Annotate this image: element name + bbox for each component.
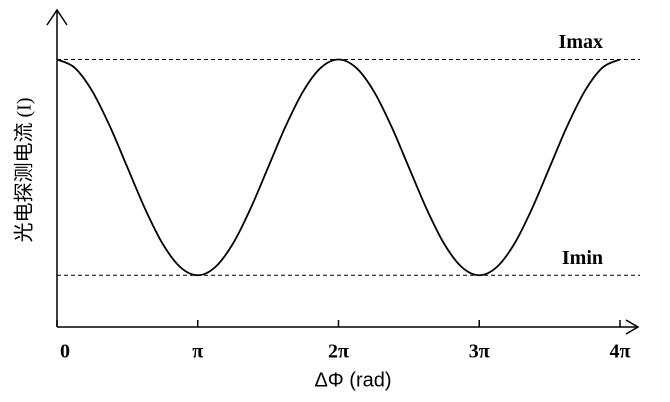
x-tick-label: 2π bbox=[328, 341, 349, 363]
x-axis-arrow bbox=[625, 319, 640, 335]
x-tick-label: π bbox=[192, 341, 203, 363]
x-tick-label: 3π bbox=[469, 341, 490, 363]
annotation: Imin bbox=[562, 247, 603, 269]
x-axis-label: ΔΦ (rad) bbox=[314, 369, 391, 391]
curve bbox=[56, 58, 621, 277]
y-axis-arrow bbox=[46, 8, 68, 26]
annotation: Imax bbox=[559, 31, 603, 53]
x-tick-label: 0 bbox=[60, 341, 70, 363]
y-axis-label: 光电探测电流 (I) bbox=[13, 98, 36, 243]
x-tick-label: 4π bbox=[610, 341, 631, 363]
